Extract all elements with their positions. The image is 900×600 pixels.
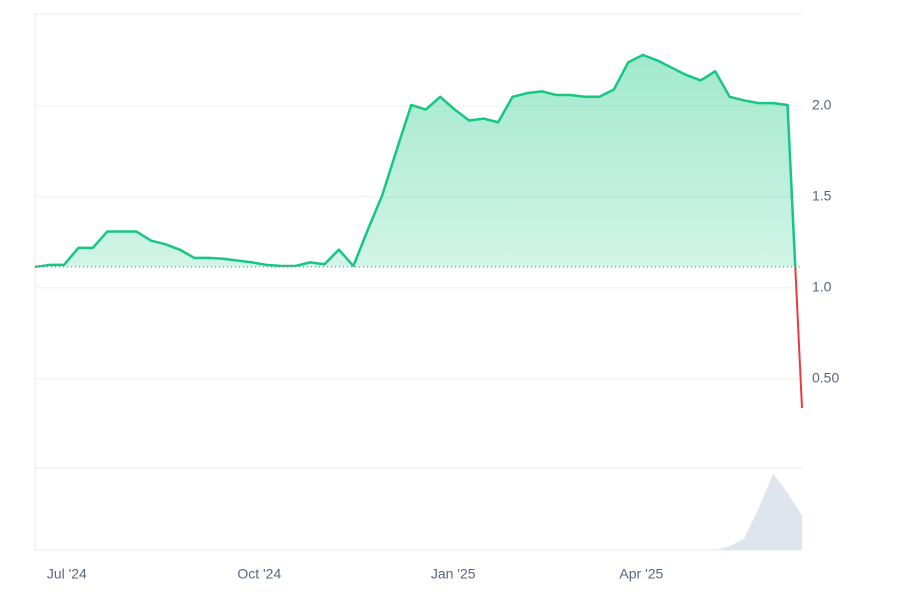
price-line-up xyxy=(34,53,797,267)
y-tick-label: 1.5 xyxy=(812,188,832,204)
area-fill xyxy=(35,54,796,267)
x-tick-label: Jul '24 xyxy=(47,566,87,582)
x-tick-label: Apr '25 xyxy=(619,566,663,582)
x-tick-label: Jan '25 xyxy=(431,566,476,582)
volume-area xyxy=(35,473,802,550)
y-tick-label: 1.0 xyxy=(812,279,832,295)
x-tick-label: Oct '24 xyxy=(237,566,281,582)
y-tick-label: 0.50 xyxy=(812,370,839,386)
y-tick-label: 2.0 xyxy=(812,97,832,113)
